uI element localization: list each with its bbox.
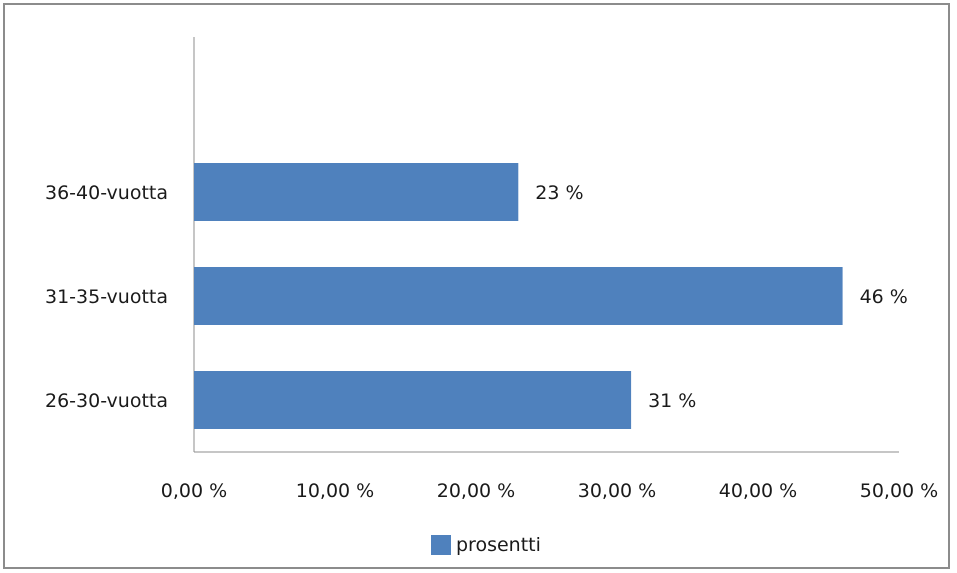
bar [194,163,519,221]
legend-label: prosentti [456,534,541,556]
x-tick-label: 30,00 % [578,480,657,502]
x-tick-label: 40,00 % [719,480,798,502]
category-label: 31-35-vuotta [45,286,168,308]
bar [194,371,632,429]
chart-labels: 36-40-vuotta 23 % 31-35-vuotta 46 % 26-30-vu… [45,182,908,412]
data-label: 23 % [535,182,583,204]
chart-bars [194,163,843,429]
bar [194,267,843,325]
data-label: 46 % [860,286,908,308]
legend-swatch [431,535,451,555]
category-label: 26-30-vuotta [45,390,168,412]
x-tick-label: 20,00 % [437,480,516,502]
data-label: 31 % [648,390,696,412]
x-tick-label: 0,00 % [161,480,227,502]
chart-legend: prosentti [431,534,541,556]
category-label: 36-40-vuotta [45,182,168,204]
x-tick-label: 10,00 % [296,480,375,502]
x-tick-label: 50,00 % [860,480,939,502]
